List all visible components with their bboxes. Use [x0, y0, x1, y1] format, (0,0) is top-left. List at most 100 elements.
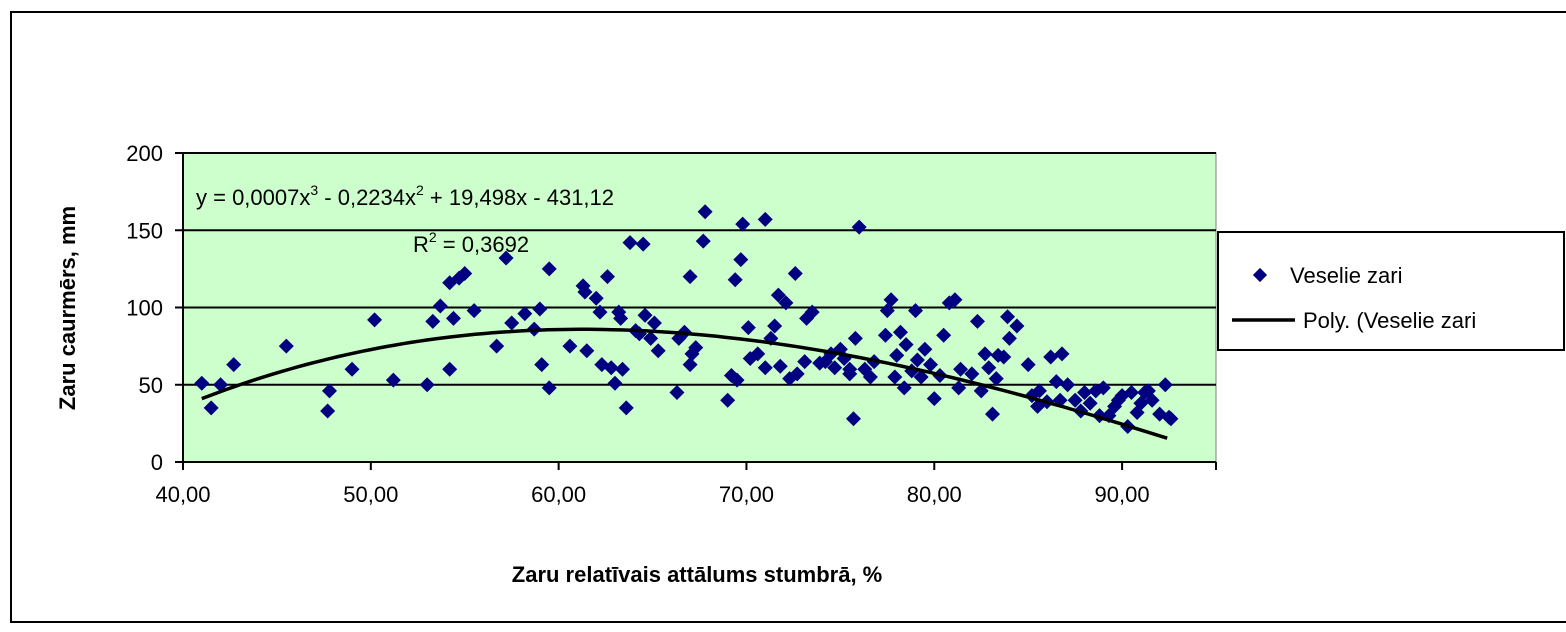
x-tick-label: 90,00	[1095, 482, 1150, 507]
data-point	[757, 360, 773, 376]
data-point	[457, 266, 473, 282]
data-point	[432, 298, 448, 314]
data-point	[344, 361, 360, 377]
data-point	[1043, 349, 1059, 365]
data-point	[789, 366, 805, 382]
data-point	[733, 252, 749, 268]
data-point	[735, 216, 751, 232]
r-squared-label: R2 = 0,3692	[413, 229, 529, 257]
data-point	[650, 343, 666, 359]
data-point	[1000, 309, 1016, 325]
data-point	[969, 313, 985, 329]
y-tick-label: 50	[139, 373, 163, 398]
y-tick-label: 100	[126, 296, 163, 321]
data-point	[682, 269, 698, 285]
data-point	[770, 287, 786, 303]
x-tick-label: 70,00	[719, 482, 774, 507]
data-point	[320, 403, 336, 419]
data-point	[321, 383, 337, 399]
data-point	[385, 372, 401, 388]
data-point	[646, 315, 662, 331]
data-point	[278, 338, 294, 354]
data-point	[695, 233, 711, 249]
data-point	[964, 366, 980, 382]
data-point	[1077, 384, 1093, 400]
data-point	[442, 361, 458, 377]
data-point	[740, 320, 756, 336]
y-tick-label: 200	[126, 141, 163, 166]
data-point	[1067, 392, 1083, 408]
data-point	[614, 361, 630, 377]
data-point	[635, 236, 651, 252]
data-point	[913, 369, 929, 385]
x-tick-label: 40,00	[155, 482, 210, 507]
y-axis-title: Zaru caurmērs, mm	[55, 206, 80, 410]
x-tick-label: 80,00	[907, 482, 962, 507]
data-point	[226, 357, 242, 373]
trendline	[201, 327, 1168, 440]
data-point	[541, 380, 557, 396]
data-point	[419, 377, 435, 393]
data-point	[194, 375, 210, 391]
data-point	[926, 391, 942, 407]
data-point	[579, 343, 595, 359]
y-tick-label: 0	[151, 450, 163, 475]
data-point	[1095, 380, 1111, 396]
data-point	[847, 330, 863, 346]
data-point	[618, 400, 634, 416]
data-point	[1123, 384, 1139, 400]
data-point	[607, 375, 623, 391]
data-point	[498, 250, 514, 266]
data-point	[425, 313, 441, 329]
data-point	[1031, 383, 1047, 399]
data-point	[767, 318, 783, 334]
data-point	[981, 360, 997, 376]
data-point	[729, 372, 745, 388]
data-point	[1082, 395, 1098, 411]
data-point	[367, 312, 383, 328]
data-point	[877, 327, 893, 343]
axes	[175, 152, 1217, 470]
trend-equation: y = 0,0007x3 - 0,2234x2 + 19,498x - 431,…	[196, 182, 614, 210]
data-point	[896, 380, 912, 396]
data-point	[562, 338, 578, 354]
data-point	[988, 371, 1004, 387]
data-point	[1009, 318, 1025, 334]
data-point	[697, 204, 713, 220]
data-point	[909, 352, 925, 368]
data-point	[953, 361, 969, 377]
data-point	[947, 292, 963, 308]
data-point	[750, 346, 766, 362]
data-point	[923, 357, 939, 373]
data-point	[637, 307, 653, 323]
data-point	[772, 358, 788, 374]
data-point	[977, 346, 993, 362]
y-tick-labels: 0 50 100 150 200	[126, 141, 163, 475]
scatter-points	[194, 204, 1179, 434]
data-point	[827, 360, 843, 376]
data-point	[951, 380, 967, 396]
data-point	[622, 235, 638, 251]
data-point	[466, 303, 482, 319]
data-point	[842, 366, 858, 382]
data-point	[504, 315, 520, 331]
data-point	[577, 284, 593, 300]
data-point	[599, 269, 615, 285]
data-point	[1020, 357, 1036, 373]
data-point	[1163, 411, 1179, 427]
data-point	[445, 310, 461, 326]
x-tick-labels: 40,00 50,00 60,00 70,00 80,00 90,00	[155, 482, 1149, 507]
data-point	[889, 347, 905, 363]
data-point	[797, 354, 813, 370]
data-point	[898, 337, 914, 353]
data-point	[1060, 377, 1076, 393]
data-point	[592, 304, 608, 320]
data-point	[1144, 392, 1160, 408]
x-axis-title: Zaru relatīvais attālums stumbrā, %	[512, 562, 882, 587]
data-point	[517, 306, 533, 322]
data-point	[688, 340, 704, 356]
data-point	[588, 290, 604, 306]
data-point	[532, 301, 548, 317]
data-point	[613, 310, 629, 326]
